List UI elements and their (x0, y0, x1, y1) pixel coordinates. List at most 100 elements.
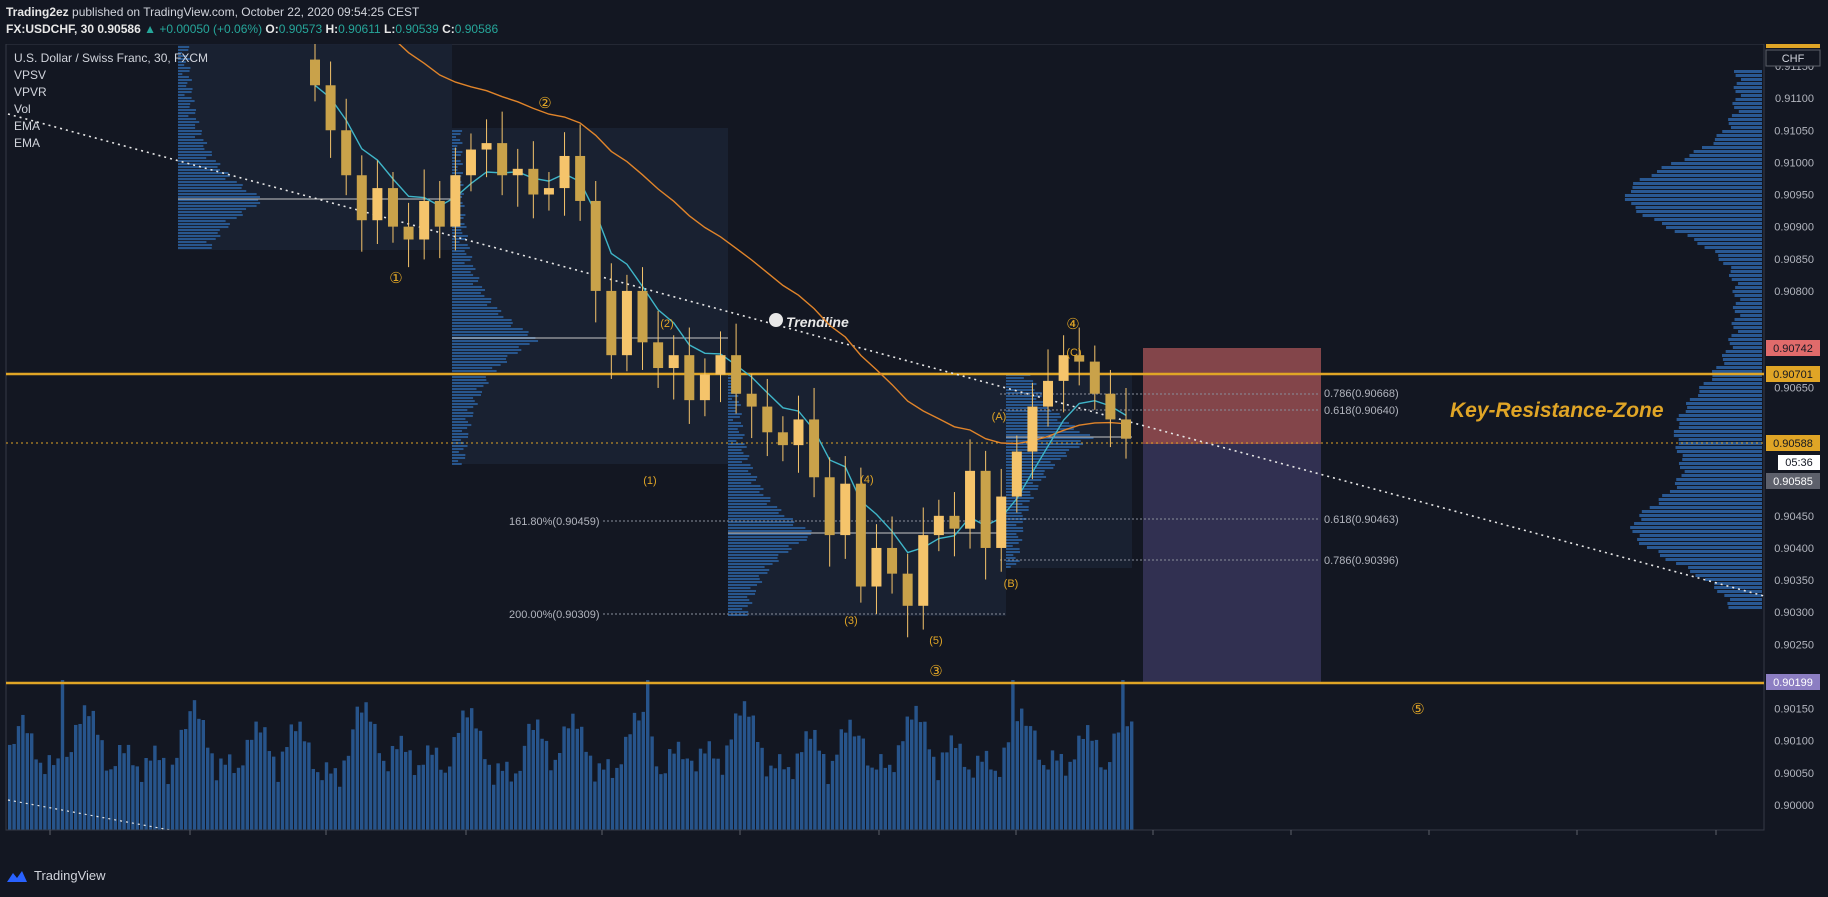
countdown-tag (1778, 455, 1820, 470)
volume-profile-row (452, 271, 471, 273)
indicator-vol[interactable]: Vol (14, 102, 31, 116)
volume-bar (826, 784, 830, 830)
volume-bar (1103, 769, 1107, 830)
vpvr-row (1661, 166, 1762, 169)
candles (310, 43, 1131, 638)
volume-profile-row (728, 476, 758, 478)
volume-bar (1046, 769, 1050, 830)
volume-profile-row (178, 151, 212, 153)
vpvr-row (1630, 190, 1762, 193)
volume-bar (1068, 761, 1072, 830)
volume-bar (720, 774, 725, 830)
volume-profile-row (728, 413, 742, 415)
publisher-name[interactable]: Trading2ez (6, 5, 69, 19)
volume-profile-row (178, 232, 218, 234)
vpvr-row (1716, 134, 1762, 137)
volume-profile-row (1006, 530, 1024, 532)
volume-profile-row (1006, 566, 1011, 568)
volume-profile-row (178, 205, 257, 207)
volume-bar (74, 724, 78, 830)
candle-body (777, 432, 788, 446)
volume-bar (276, 781, 280, 830)
volume-bar (632, 712, 637, 830)
volume-bar (144, 757, 148, 830)
volume-profile-row (728, 446, 747, 448)
y-tick-label: 0.90350 (1774, 575, 1814, 587)
volume-profile-row (1006, 512, 1022, 514)
volume-bar (654, 766, 659, 830)
volume-bar (940, 752, 945, 830)
trendline-anchor-dot[interactable] (769, 313, 783, 327)
vpvr-row (1693, 150, 1762, 153)
volume-profile-row (452, 169, 458, 171)
volume-profile-row (452, 427, 468, 429)
vpvr-row (1699, 390, 1762, 393)
price-tag (1766, 674, 1820, 690)
indicator-vpvr[interactable]: VPVR (14, 85, 47, 99)
vpvr-row (1673, 430, 1762, 433)
indicator-ema[interactable]: EMA (14, 136, 41, 150)
volume-bar (1055, 760, 1059, 830)
volume-bar (945, 752, 949, 830)
volume-bar (364, 702, 368, 830)
vpvr-row (1731, 334, 1762, 337)
time-axis[interactable]: 12:001912:002012:002112:002212:002312:00… (36, 830, 1730, 854)
volume-bar (236, 767, 241, 830)
volume-profile-row (452, 277, 480, 279)
chart-title[interactable]: U.S. Dollar / Swiss Franc, 30, FXCM (14, 51, 209, 65)
volume-profile-row (452, 310, 502, 312)
volume-bar (597, 763, 601, 830)
vpvr-row (1637, 538, 1762, 541)
volume-profile-row (1006, 440, 1081, 442)
volume-bar (536, 719, 540, 830)
volume-profile-row (452, 151, 463, 153)
symbol-label[interactable]: FX:USDCHF, 30 (6, 22, 95, 36)
vpvr-row (1721, 354, 1762, 357)
volume-bar (932, 756, 936, 830)
volume-profile-row (452, 352, 518, 354)
vpvr-row (1649, 506, 1762, 509)
candle-body (840, 483, 851, 536)
volume-bar (280, 751, 285, 830)
volume-profile-row (728, 599, 750, 601)
volume-profile-row (728, 500, 771, 502)
volume-profile-row (452, 424, 472, 426)
volume-bar (971, 777, 975, 830)
volume-bar (430, 754, 434, 830)
vpvr-row (1724, 362, 1762, 365)
y-tick-label: 0.90950 (1774, 190, 1814, 202)
volume-bar (756, 741, 760, 830)
volume-profile-row (452, 283, 473, 285)
vpvr-row (1715, 250, 1762, 253)
volume-bar (817, 750, 821, 830)
volume-bar (333, 768, 337, 830)
volume-bar (984, 750, 989, 830)
tradingview-logo[interactable]: TradingView (6, 868, 106, 883)
volume-profile-row (728, 401, 739, 403)
volume-bar (434, 747, 439, 830)
indicator-ema[interactable]: EMA (14, 119, 41, 133)
candle-body (559, 155, 570, 189)
indicator-vpsv[interactable]: VPSV (14, 68, 47, 82)
volume-bar (285, 747, 289, 830)
candle-body (637, 290, 648, 343)
volume-profile-row (178, 88, 193, 90)
volume-profile-row (452, 322, 513, 324)
volume-bar (210, 753, 214, 830)
volume-bar (1086, 725, 1090, 830)
price-chart[interactable]: 0.786(0.90668) 0.618(0.90640) 0.618(0.90… (0, 0, 1828, 854)
volume-profile-row (1006, 446, 1080, 448)
volume-profile-row (452, 364, 501, 366)
vpvr-row (1729, 274, 1762, 277)
volume-profile-row (728, 497, 771, 499)
chart-area[interactable]: 0.786(0.90668) 0.618(0.90640) 0.618(0.90… (0, 0, 1828, 854)
volume-profile-row (452, 418, 466, 420)
vpvr-row (1678, 414, 1762, 417)
key-resistance-zone-label: Key-Resistance-Zone (1450, 399, 1664, 422)
volume-profile-row (452, 340, 539, 342)
volume-profile-row (178, 136, 195, 138)
volume-profile-row (1006, 515, 1023, 517)
candle-body (341, 130, 352, 176)
volume-bar (175, 757, 179, 830)
vpvr-row (1676, 486, 1762, 489)
